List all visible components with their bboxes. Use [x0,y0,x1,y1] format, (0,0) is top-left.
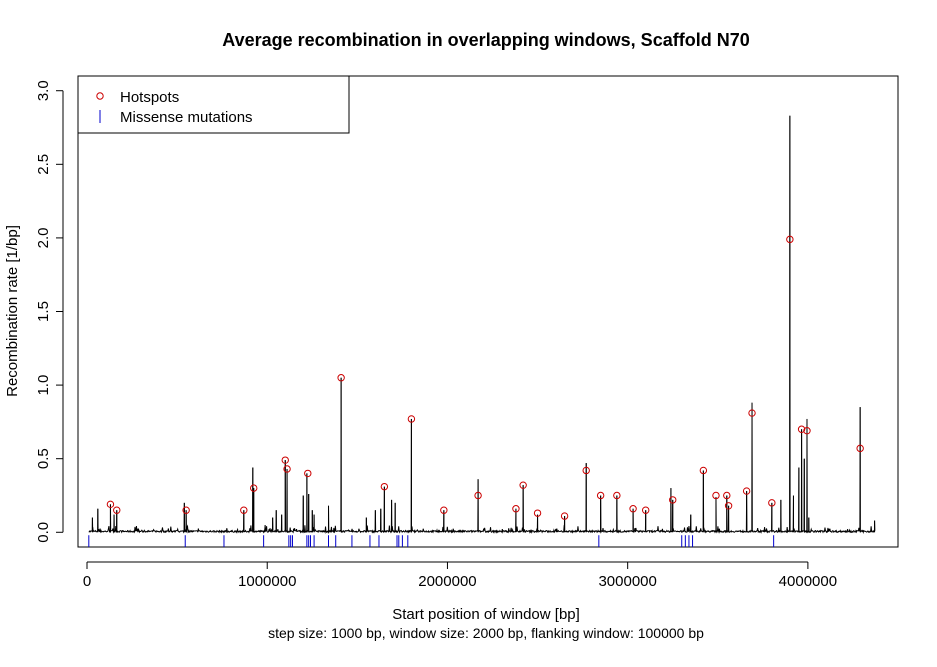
x-axis: 0 1000000 2000000 3000000 4000000 [83,561,837,590]
hotspot-point [250,484,258,492]
y-tick-label: 0.0 [35,522,52,543]
hotspot-point [803,427,811,435]
hotspot-point [113,506,121,514]
hotspot-point [283,465,291,473]
missense-mutations [88,535,775,547]
legend-missense-label: Missense mutations [120,109,253,126]
hotspot-point [560,512,569,520]
y-tick-label: 3.0 [35,80,52,101]
hotspot-point [596,491,605,500]
hotspot-point [240,506,248,514]
y-tick-label: 1.5 [35,301,52,322]
hotspot-point [613,491,621,500]
chart-subtitle: step size: 1000 bp, window size: 2000 bp… [268,625,704,641]
hotspot-point [742,487,751,495]
hotspot-point [380,482,389,491]
y-tick-label: 2.5 [35,154,52,175]
recombination-line [88,115,876,535]
hotspot-point [723,491,731,500]
hotspot-point [304,469,312,478]
legend: Hotspots Missense mutations [77,75,350,134]
hotspot-point [768,499,776,507]
x-tick-label: 1000000 [238,573,296,590]
hotspot-point [582,466,590,475]
hotspot-point [712,491,720,500]
legend-hotspot-symbol [96,92,104,100]
y-tick-label: 2.0 [35,227,52,248]
chart-title: Average recombination in overlapping win… [222,30,749,50]
y-tick-label: 0.5 [35,448,52,469]
hotspot-point [407,415,416,423]
legend-box [77,75,350,134]
hotspot-point [797,425,806,433]
y-axis-label: Recombination rate [1/bp] [4,225,21,397]
x-axis-label: Start position of window [bp] [392,606,580,623]
hotspot-point [337,374,345,382]
hotspot-point [669,496,677,504]
x-tick-label: 3000000 [598,573,656,590]
hotspot-point [182,506,190,514]
hotspot-point [281,456,289,464]
legend-hotspot-label: Hotspots [120,89,179,106]
hotspot-point [748,409,756,417]
x-tick-label: 4000000 [779,573,837,590]
hotspot-point [440,506,448,514]
x-tick-label: 2000000 [418,573,476,590]
hotspot-point [856,444,864,453]
hotspot-point [629,505,637,513]
hotspot-point [533,509,542,517]
hotspot-point [786,235,794,244]
hotspot-point [512,505,520,513]
x-tick-label: 0 [83,573,91,590]
hotspots [106,235,864,520]
hotspot-point [519,481,527,489]
hotspot-point [724,502,733,510]
hotspot-point [106,500,115,509]
hotspot-point [474,491,482,500]
y-tick-label: 1.0 [35,375,52,396]
y-axis: 0.0 0.5 1.0 1.5 2.0 2.5 3.0 [35,80,64,543]
hotspot-point [699,466,708,475]
plot-frame [77,75,899,548]
hotspot-point [641,506,650,514]
recombination-line-path [88,115,876,535]
